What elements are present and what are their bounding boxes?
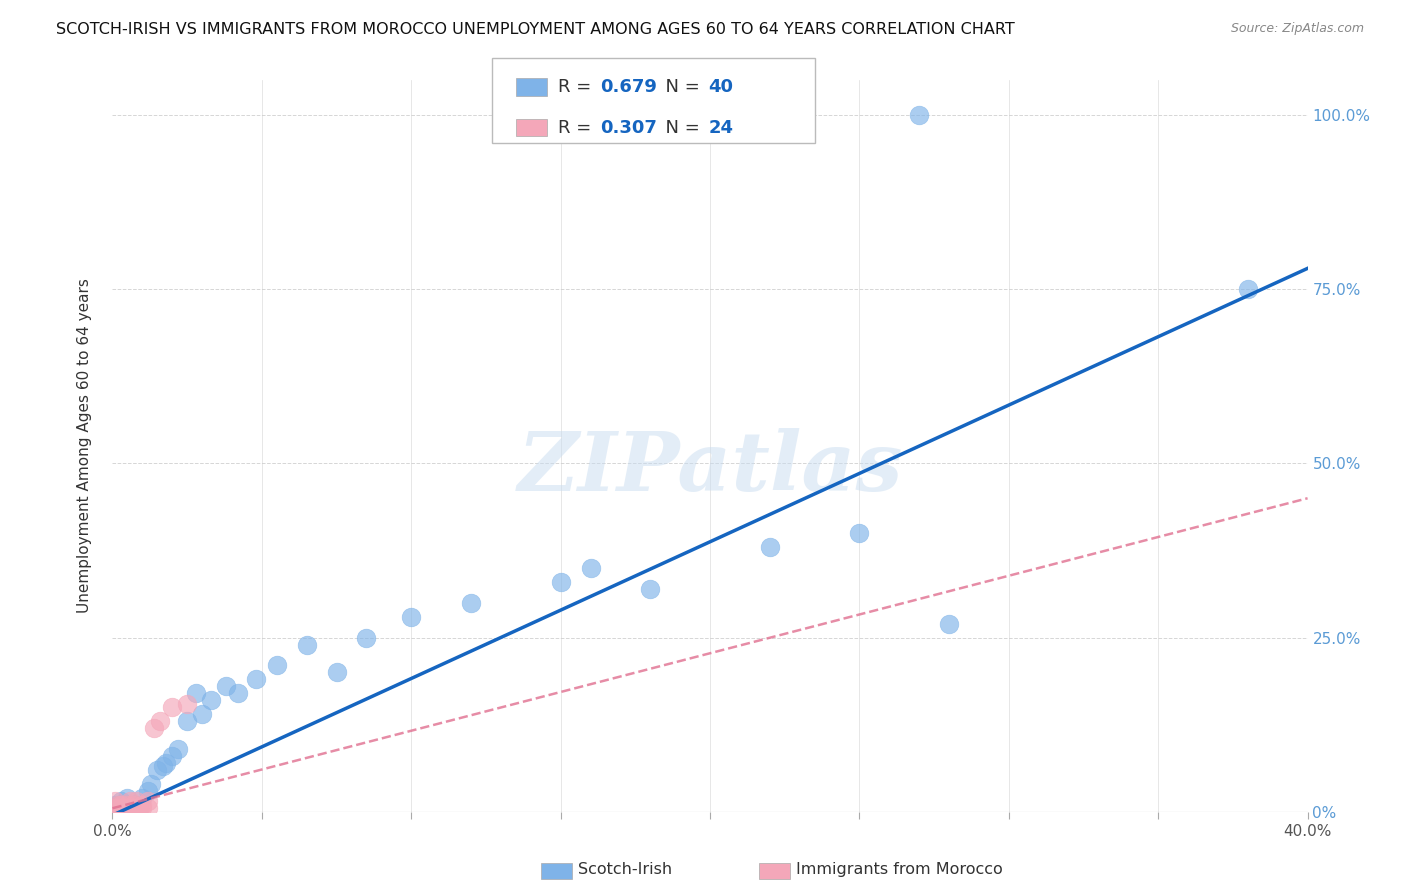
Point — [295, 638, 318, 652]
Point — [117, 797, 139, 812]
Text: R =: R = — [558, 119, 598, 136]
Point — [176, 697, 198, 711]
Point — [131, 801, 153, 815]
Point — [191, 707, 214, 722]
Point — [266, 658, 288, 673]
Point — [110, 801, 132, 815]
Point — [143, 721, 166, 735]
Point — [104, 794, 127, 808]
Point — [401, 609, 423, 624]
Point — [146, 763, 169, 777]
Point — [325, 665, 347, 680]
Point — [138, 801, 160, 815]
Point — [579, 561, 602, 575]
Point — [122, 797, 145, 812]
Point — [117, 801, 139, 815]
Point — [155, 756, 177, 770]
Point — [125, 794, 148, 808]
Point — [245, 673, 267, 687]
Point — [162, 749, 183, 764]
Point — [215, 679, 238, 693]
Point — [122, 797, 145, 812]
Text: N =: N = — [654, 78, 706, 96]
Text: 0.679: 0.679 — [600, 78, 657, 96]
Y-axis label: Unemployment Among Ages 60 to 64 years: Unemployment Among Ages 60 to 64 years — [77, 278, 91, 614]
Text: Scotch-Irish: Scotch-Irish — [578, 863, 672, 877]
Point — [104, 801, 127, 815]
Point — [131, 790, 153, 805]
Point — [120, 801, 142, 815]
Point — [176, 714, 198, 728]
Point — [107, 801, 129, 815]
Text: Source: ZipAtlas.com: Source: ZipAtlas.com — [1230, 22, 1364, 36]
Point — [125, 797, 148, 812]
Point — [114, 801, 135, 815]
Point — [107, 797, 129, 812]
Text: R =: R = — [558, 78, 598, 96]
Point — [128, 801, 150, 815]
Point — [149, 714, 172, 728]
Point — [162, 700, 183, 714]
Point — [141, 777, 163, 791]
Point — [122, 801, 145, 815]
Point — [120, 794, 142, 808]
Point — [200, 693, 222, 707]
Point — [848, 526, 870, 541]
Point — [167, 742, 190, 756]
Point — [938, 616, 960, 631]
Point — [1237, 282, 1260, 296]
Point — [107, 797, 129, 812]
Point — [128, 801, 150, 815]
Point — [186, 686, 208, 700]
Point — [125, 801, 148, 815]
Point — [609, 108, 631, 122]
Point — [120, 801, 142, 815]
Point — [114, 801, 135, 815]
Text: N =: N = — [654, 119, 706, 136]
Point — [117, 797, 139, 812]
Point — [104, 801, 127, 815]
Point — [110, 801, 132, 815]
Point — [759, 540, 782, 554]
Point — [138, 794, 160, 808]
Point — [131, 797, 153, 812]
Text: Immigrants from Morocco: Immigrants from Morocco — [796, 863, 1002, 877]
Text: SCOTCH-IRISH VS IMMIGRANTS FROM MOROCCO UNEMPLOYMENT AMONG AGES 60 TO 64 YEARS C: SCOTCH-IRISH VS IMMIGRANTS FROM MOROCCO … — [56, 22, 1015, 37]
Point — [117, 790, 139, 805]
Text: 24: 24 — [709, 119, 734, 136]
Text: ZIPatlas: ZIPatlas — [517, 428, 903, 508]
Point — [550, 574, 572, 589]
Point — [356, 631, 378, 645]
Point — [460, 596, 482, 610]
Point — [110, 794, 132, 808]
Text: 40: 40 — [709, 78, 734, 96]
Point — [138, 784, 160, 798]
Point — [908, 108, 931, 122]
Point — [640, 582, 662, 596]
Point — [152, 759, 174, 773]
Text: 0.307: 0.307 — [600, 119, 657, 136]
Point — [104, 797, 127, 812]
Point — [226, 686, 249, 700]
Point — [110, 797, 132, 812]
